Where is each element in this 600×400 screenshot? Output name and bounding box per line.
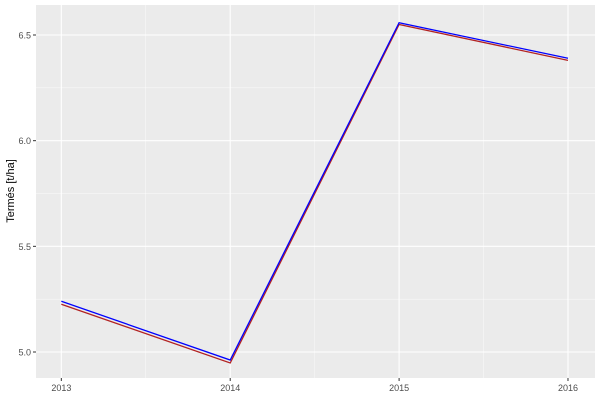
axes: 5.0 5.5 6.0 6.5 2013 2014 2015 2016 <box>18 31 578 393</box>
series-lines <box>61 22 569 364</box>
y-tick-label: 6.0 <box>18 136 31 146</box>
y-tick-label: 5.0 <box>18 348 31 358</box>
grid <box>36 5 595 378</box>
y-tick-label: 6.5 <box>18 31 31 41</box>
x-tick-label: 2016 <box>558 383 578 393</box>
y-tick-label: 5.5 <box>18 242 31 252</box>
series-line-1 <box>61 23 569 364</box>
y-axis-label: Termés [t/ha] <box>5 159 17 223</box>
x-tick-label: 2013 <box>51 383 71 393</box>
series-line-0 <box>61 22 569 361</box>
x-tick-label: 2015 <box>389 383 409 393</box>
x-tick-label: 2014 <box>220 383 240 393</box>
